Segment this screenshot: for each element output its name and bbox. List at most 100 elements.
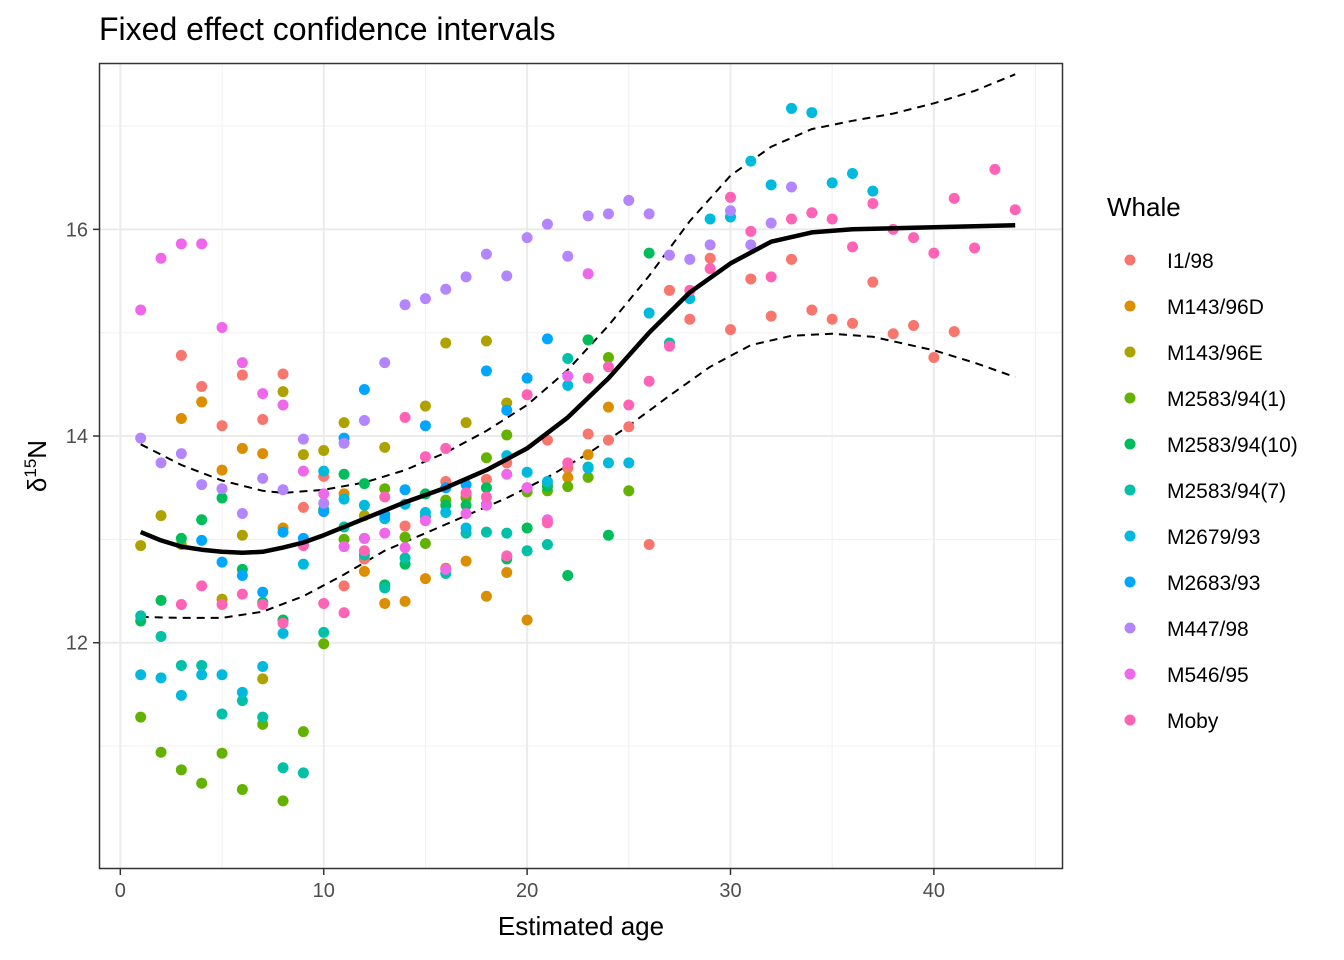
ci-lower-line <box>140 332 1016 619</box>
data-point <box>318 638 330 650</box>
data-point <box>196 777 208 789</box>
data-point <box>663 284 675 296</box>
data-point <box>216 747 228 759</box>
data-point <box>887 328 899 340</box>
data-point <box>623 194 635 206</box>
data-point <box>399 484 411 496</box>
legend-label: M2683/93 <box>1167 572 1260 595</box>
data-point <box>602 361 614 373</box>
y-tick-label: 12 <box>66 633 88 655</box>
legend-key <box>1124 576 1136 588</box>
data-point <box>582 210 594 222</box>
y-axis-title-delta: δ <box>22 478 52 492</box>
data-point <box>277 526 289 538</box>
data-point <box>257 448 269 460</box>
data-point <box>399 299 411 311</box>
data-point <box>216 669 228 681</box>
data-point <box>623 421 635 433</box>
data-point <box>562 370 574 382</box>
data-point <box>480 473 492 485</box>
fit-line <box>139 222 1016 556</box>
data-point <box>521 466 533 478</box>
legend-label: Moby <box>1167 710 1219 733</box>
data-point <box>236 357 248 369</box>
y-axis-title: δ15N <box>21 440 52 492</box>
data-point <box>826 213 838 225</box>
legend-key <box>1124 530 1136 542</box>
data-point <box>786 253 798 265</box>
data-point <box>582 462 594 474</box>
data-point <box>318 444 330 456</box>
data-point <box>684 313 696 325</box>
data-point <box>562 481 574 493</box>
data-point <box>236 570 248 582</box>
data-point <box>135 304 147 316</box>
y-axis-title-element: N <box>22 440 52 459</box>
data-point <box>297 465 309 477</box>
legend-label: M546/95 <box>1167 664 1249 687</box>
data-point <box>582 428 594 440</box>
data-point <box>562 471 574 483</box>
data-point <box>521 545 533 557</box>
data-point <box>847 241 859 253</box>
data-point <box>358 384 370 396</box>
data-point <box>175 448 187 460</box>
data-point <box>175 764 187 776</box>
data-point <box>257 586 269 598</box>
data-point <box>175 659 187 671</box>
data-point <box>765 271 777 283</box>
legend-label: M2583/94(7) <box>1167 480 1286 503</box>
data-point <box>602 351 614 363</box>
confidence-band <box>140 73 1016 619</box>
data-point <box>541 218 553 230</box>
data-point <box>480 499 492 511</box>
data-point <box>196 396 208 408</box>
data-point <box>419 400 431 412</box>
legend-label: M143/96E <box>1167 342 1263 365</box>
legend-key <box>1124 300 1136 312</box>
data-point <box>358 565 370 577</box>
data-point <box>175 598 187 610</box>
data-point <box>501 404 513 416</box>
data-point <box>379 357 391 369</box>
data-point <box>521 232 533 244</box>
legend-title: Whale <box>1107 192 1181 222</box>
data-point <box>196 514 208 526</box>
data-point <box>501 468 513 480</box>
legend-label: I1/98 <box>1167 250 1214 273</box>
data-point <box>440 337 452 349</box>
ci-upper-line <box>140 73 1016 494</box>
data-points <box>135 102 1021 807</box>
data-point <box>745 273 757 285</box>
data-point <box>460 508 472 520</box>
grid <box>100 64 1062 868</box>
data-point <box>338 437 350 449</box>
data-point <box>216 483 228 495</box>
data-point <box>480 365 492 377</box>
legend-key <box>1124 668 1136 680</box>
data-point <box>480 482 492 494</box>
data-point <box>196 580 208 592</box>
data-point <box>867 276 879 288</box>
data-point <box>521 389 533 401</box>
data-point <box>277 368 289 380</box>
data-point <box>806 107 818 119</box>
data-point <box>318 465 330 477</box>
data-point <box>521 482 533 494</box>
data-point <box>399 595 411 607</box>
data-point <box>602 529 614 541</box>
data-point <box>928 351 940 363</box>
data-point <box>358 532 370 544</box>
data-point <box>257 660 269 672</box>
data-point <box>155 631 167 643</box>
data-point <box>135 610 147 622</box>
data-point <box>562 457 574 469</box>
data-point <box>419 515 431 527</box>
data-point <box>908 232 920 244</box>
data-point <box>175 532 187 544</box>
chart-title: Fixed effect confidence intervals <box>99 11 556 47</box>
data-point <box>786 213 798 225</box>
data-point <box>277 762 289 774</box>
data-point <box>643 307 655 319</box>
